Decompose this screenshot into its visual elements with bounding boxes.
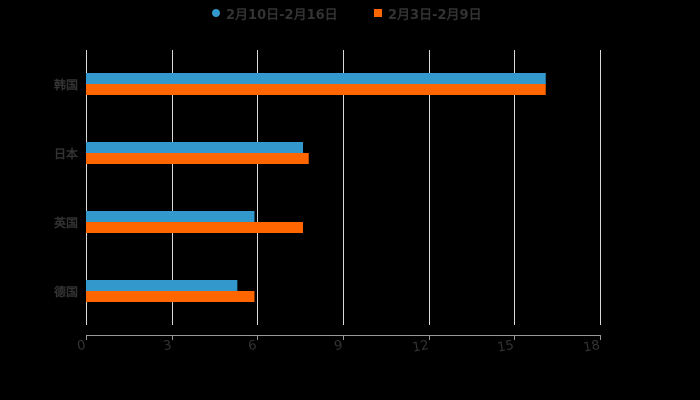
bar-series-2[interactable] <box>86 222 304 233</box>
legend: 2月10日-2月16日 2月3日-2月9日 <box>0 3 700 23</box>
category-label: 英国 <box>53 216 78 230</box>
bar-series-2[interactable] <box>86 291 255 302</box>
bars <box>86 73 546 302</box>
bar-series-1[interactable] <box>86 142 304 153</box>
legend-label: 2月3日-2月9日 <box>388 7 482 23</box>
bar-series-1[interactable] <box>86 280 238 291</box>
x-axis <box>86 335 601 340</box>
category-label: 韩国 <box>53 78 78 92</box>
x-tick-label: 12 <box>411 338 431 356</box>
legend-label: 2月10日-2月16日 <box>226 7 338 23</box>
bar-series-2[interactable] <box>86 84 546 95</box>
category-label: 日本 <box>53 147 78 161</box>
bar-series-1[interactable] <box>86 211 255 222</box>
legend-marker-circle-icon <box>212 9 220 17</box>
legend-item-series-2[interactable]: 2月3日-2月9日 <box>374 3 482 23</box>
bar-series-2[interactable] <box>86 153 309 164</box>
x-tick-label: 15 <box>496 338 516 356</box>
bar-series-1[interactable] <box>86 73 546 84</box>
category-label: 德国 <box>53 285 78 299</box>
x-tick-label: 18 <box>582 338 602 356</box>
legend-item-series-1[interactable]: 2月10日-2月16日 <box>212 3 338 23</box>
grid-lines <box>86 50 601 325</box>
legend-marker-square-icon <box>374 9 382 17</box>
